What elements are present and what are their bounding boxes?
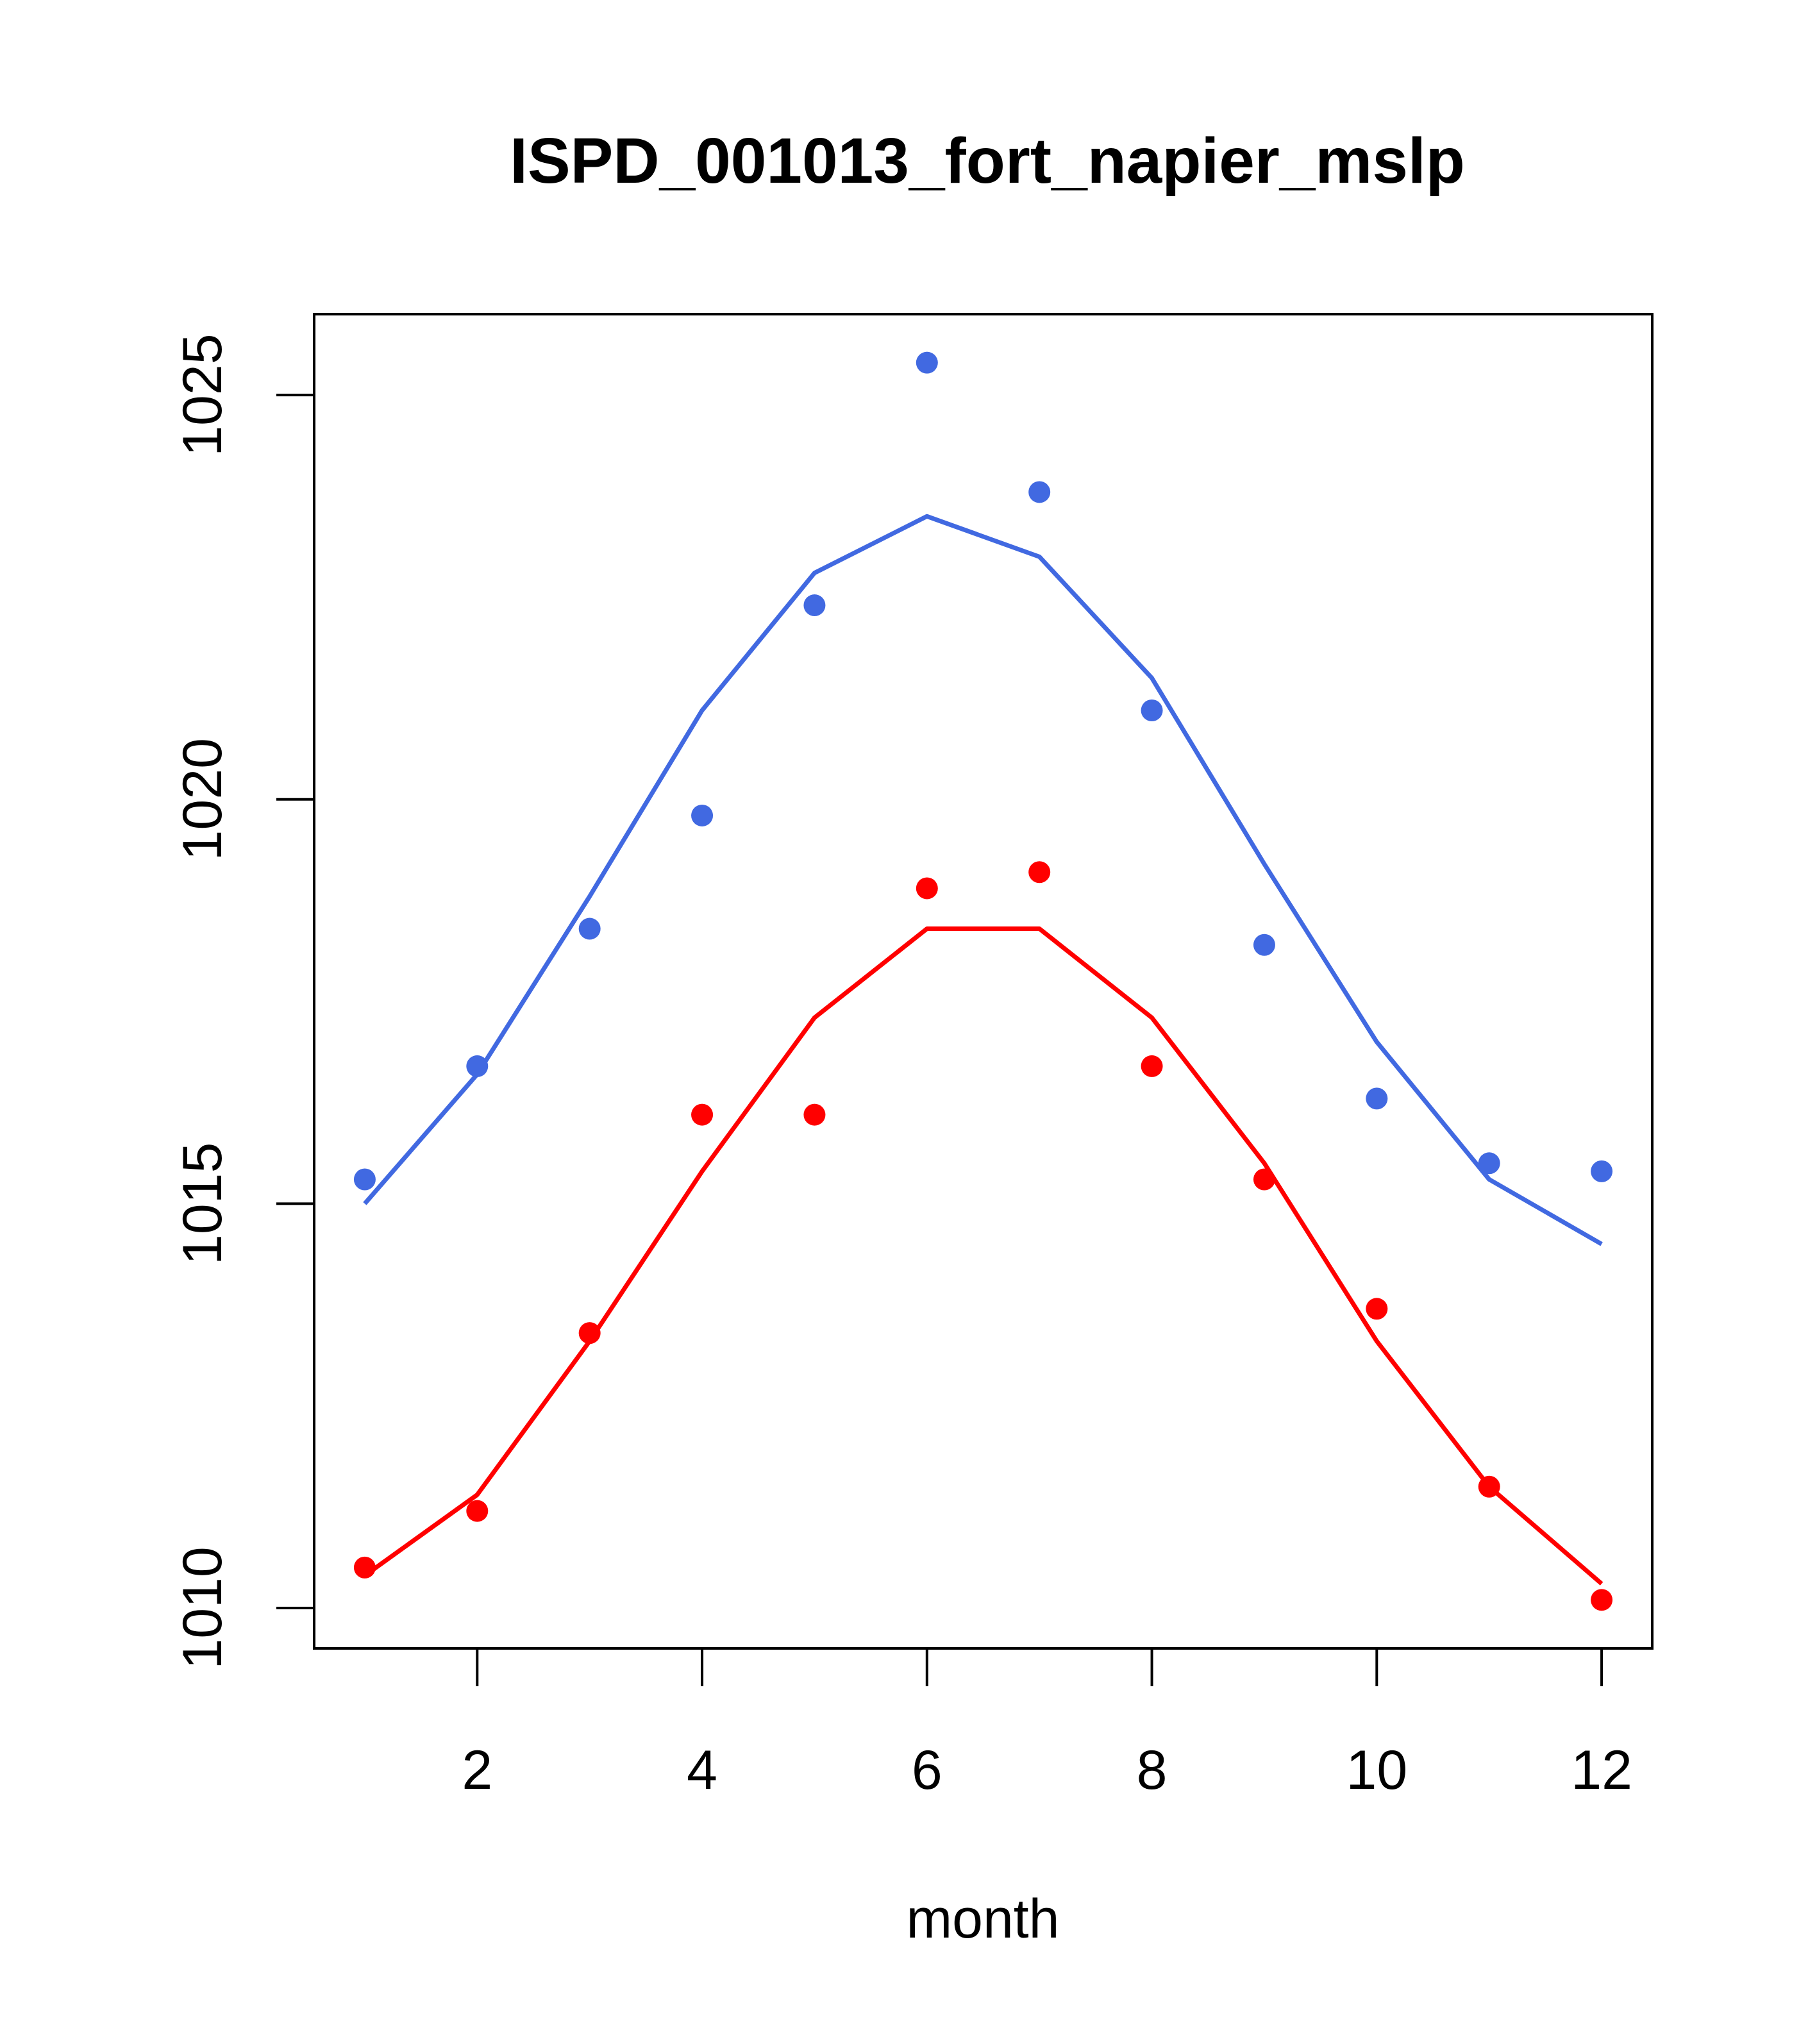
x-tick-label: 12 (1571, 1739, 1632, 1801)
x-axis-label: month (906, 1888, 1059, 1950)
chart-title: ISPD_001013_fort_napier_mslp (510, 125, 1465, 197)
y-axis: 1010 1015 1020 1025 (172, 333, 315, 1670)
red-data-point (1028, 861, 1051, 884)
blue-data-point (353, 1168, 376, 1191)
x-axis: 2 4 6 8 10 12 (462, 1647, 1632, 1801)
blue-data-point (1366, 1087, 1388, 1110)
blue-data-point (1253, 934, 1275, 956)
y-tick-label: 1020 (172, 738, 233, 860)
x-tick-label: 2 (462, 1739, 492, 1801)
x-tick-label: 4 (687, 1739, 717, 1801)
blue-data-point (803, 594, 826, 617)
red-data-point (1366, 1298, 1388, 1320)
y-tick-label: 1015 (172, 1143, 233, 1265)
y-tick-label: 1010 (172, 1546, 233, 1669)
blue-data-point (1141, 699, 1163, 721)
x-tick-label: 8 (1137, 1739, 1168, 1801)
red-data-point (916, 877, 938, 900)
x-tick-label: 10 (1346, 1739, 1407, 1801)
red-data-point (1478, 1475, 1500, 1498)
blue-data-point (1478, 1152, 1500, 1175)
plot-area-frame (313, 313, 1654, 1650)
red-data-point (1141, 1055, 1163, 1077)
red-data-point (466, 1500, 489, 1522)
red-data-point (1591, 1589, 1613, 1611)
blue-data-point (691, 804, 714, 826)
red-data-point (578, 1322, 601, 1345)
blue-data-point (578, 917, 601, 940)
red-data-point (1253, 1168, 1275, 1191)
y-tick-label: 1025 (172, 333, 233, 456)
blue-data-point (916, 351, 938, 374)
blue-data-point (466, 1055, 489, 1077)
red-data-point (353, 1556, 376, 1579)
blue-data-point (1028, 481, 1051, 503)
blue-series-line (363, 514, 1603, 1246)
red-data-point (691, 1103, 714, 1126)
series-layer (353, 351, 1613, 1611)
blue-data-point (1591, 1160, 1613, 1182)
x-tick-label: 6 (912, 1739, 942, 1801)
red-series-line (363, 926, 1603, 1586)
red-data-point (803, 1103, 826, 1126)
